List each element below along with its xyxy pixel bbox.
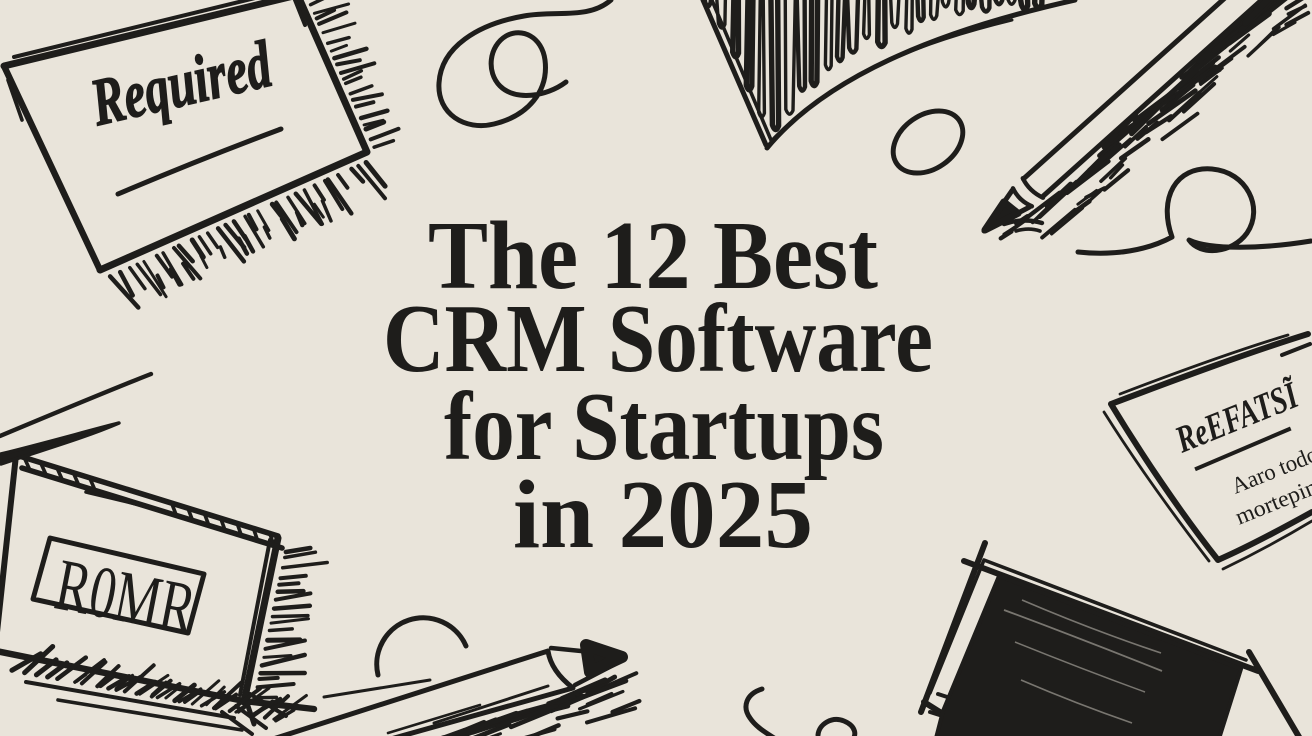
svg-text:CRM Software: CRM Software — [383, 285, 933, 392]
svg-text:The 12 Best: The 12 Best — [428, 202, 878, 309]
svg-text:in 2025: in 2025 — [513, 461, 813, 568]
svg-text:for Startups: for Startups — [444, 373, 884, 480]
